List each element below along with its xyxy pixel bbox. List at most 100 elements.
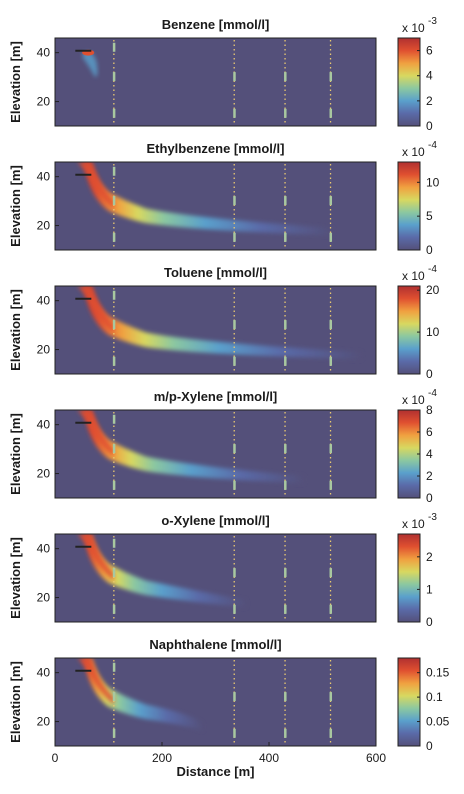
panel-title: Benzene [mmol/l] <box>162 17 270 32</box>
plume <box>75 162 333 236</box>
well-screen <box>112 414 116 424</box>
colorbar-exponent: x 10 <box>402 269 425 283</box>
well-screen <box>112 232 116 242</box>
panel-title: Toluene [mmol/l] <box>164 265 267 280</box>
well-screen <box>284 320 287 330</box>
well-screen <box>284 232 287 242</box>
well-screen <box>112 72 116 82</box>
well-screen <box>284 480 287 490</box>
well-screen <box>112 728 116 738</box>
colorbar <box>397 657 421 747</box>
well-screen <box>233 108 236 118</box>
well-screen <box>233 356 236 366</box>
well-screen <box>112 108 116 118</box>
panel-1: Benzene [mmol/l] 20 40 Elevation [m] 0 2 4 6x 1… <box>8 16 437 133</box>
well-screen <box>233 604 236 614</box>
colorbar-tick-label: 10 <box>426 325 440 339</box>
well-screen <box>284 108 287 118</box>
well-screen <box>112 444 116 454</box>
well-screen <box>233 480 236 490</box>
well-screen <box>233 232 236 242</box>
panel-4: m/p-Xylene [mmol/l] 20 40 Elevation [m] 0 2 4 6… <box>8 388 437 505</box>
well-screen <box>112 538 116 548</box>
colorbar-tick-label: 4 <box>426 69 433 83</box>
colorbar-exponent-power: -3 <box>428 512 437 523</box>
plot-frame <box>54 533 377 623</box>
x-tick-label: 0 <box>52 751 59 765</box>
well-screen <box>284 692 287 702</box>
panel-title: Ethylbenzene [mmol/l] <box>147 141 285 156</box>
well-screen <box>112 480 116 490</box>
well-screen <box>112 290 116 300</box>
well-screen <box>112 320 116 330</box>
plot-frame <box>54 37 377 127</box>
y-tick-label: 20 <box>37 343 51 357</box>
well-screen <box>112 604 116 614</box>
well-screen <box>233 444 236 454</box>
well-screen <box>233 728 236 738</box>
colorbar-tick-label: 0 <box>426 243 433 257</box>
y-tick-label: 20 <box>37 591 51 605</box>
colorbar-exponent: x 10 <box>402 145 425 159</box>
well-screen <box>284 568 287 578</box>
well-screen <box>112 356 116 366</box>
well-screen <box>329 196 333 206</box>
x-tick-label: 200 <box>152 751 172 765</box>
colorbar-tick-label: 8 <box>426 403 433 417</box>
x-tick-label: 400 <box>259 751 279 765</box>
colorbar-tick-label: 0.1 <box>426 690 443 704</box>
y-tick-label: 40 <box>37 46 51 60</box>
well-screen <box>329 356 333 366</box>
plume <box>75 410 304 484</box>
plot-area <box>55 38 376 126</box>
well-screen <box>284 604 287 614</box>
panel-title: o-Xylene [mmol/l] <box>161 513 269 528</box>
colorbar-exponent-power: -4 <box>428 388 437 399</box>
well-screen <box>112 196 116 206</box>
plot-frame <box>54 285 377 375</box>
well-screen <box>329 108 333 118</box>
colorbar-tick-label: 0.05 <box>426 715 450 729</box>
colorbar-tick-label: 0 <box>426 491 433 505</box>
colorbar-tick-label: 0 <box>426 615 433 629</box>
well-screen <box>329 72 333 82</box>
well-screen <box>233 72 236 82</box>
well-screen <box>112 568 116 578</box>
y-tick-label: 40 <box>37 666 51 680</box>
well-screen <box>284 72 287 82</box>
well-screen <box>233 320 236 330</box>
colorbar-tick-label: 6 <box>426 425 433 439</box>
well-screen <box>329 728 333 738</box>
panel-2: Ethylbenzene [mmol/l] 20 40 Elevation [m] 0 5… <box>8 140 440 257</box>
plume <box>75 658 203 732</box>
well-screen <box>329 604 333 614</box>
colorbar <box>397 409 421 499</box>
colorbar <box>397 533 421 623</box>
y-axis-label: Elevation [m] <box>8 661 23 743</box>
plot-frame <box>54 409 377 499</box>
colorbar <box>397 161 421 251</box>
well-screen <box>284 356 287 366</box>
plot-frame <box>54 161 377 251</box>
y-axis-label: Elevation [m] <box>8 165 23 247</box>
colorbar <box>397 285 421 375</box>
well-screen <box>329 480 333 490</box>
well-screen <box>233 568 236 578</box>
well-screen <box>329 444 333 454</box>
y-tick-label: 40 <box>37 542 51 556</box>
well-screen <box>329 692 333 702</box>
well-screen <box>329 320 333 330</box>
colorbar-tick-label: 5 <box>426 209 433 223</box>
well-screen <box>329 232 333 242</box>
well-screen <box>284 444 287 454</box>
y-axis-label: Elevation [m] <box>8 537 23 619</box>
plume <box>75 286 362 360</box>
panel-6: Naphthalene [mmol/l] 20 40 Elevation [m] 0 20… <box>8 637 450 779</box>
y-tick-label: 20 <box>37 219 51 233</box>
well-screen <box>233 692 236 702</box>
colorbar-exponent: x 10 <box>402 21 425 35</box>
panel-title: m/p-Xylene [mmol/l] <box>154 389 278 404</box>
colorbar-tick-label: 2 <box>426 550 433 564</box>
